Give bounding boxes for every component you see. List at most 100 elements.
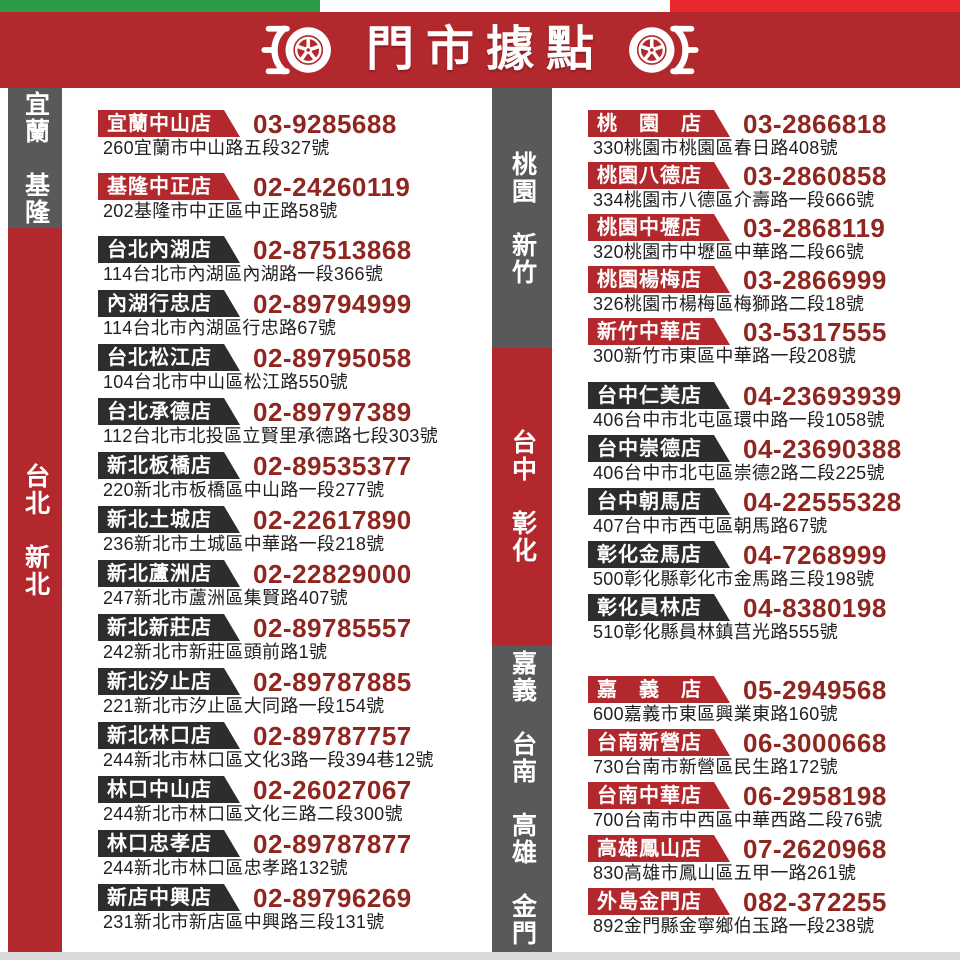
store-phone: 02-24260119 [253, 171, 411, 202]
store-phone: 07-2620968 [743, 833, 887, 864]
store-entry: 外島金門店 082-372255 892金門縣金寧鄉伯玉路一段238號 [588, 888, 960, 937]
store-entry: 台中朝馬店 04-22555328 407台中市西屯區朝馬路67號 [588, 488, 960, 537]
store-name-badge: 桃園中壢店 [588, 214, 730, 241]
store-entry: 林口中山店 02-26027067 244新北市林口區文化三路二段300號 [98, 776, 482, 825]
store-phone: 03-2866999 [743, 264, 887, 295]
store-entry: 桃園中壢店 03-2868119 320桃園市中壢區中華路二段66號 [588, 214, 960, 263]
tire-wheel-icon [629, 25, 699, 75]
store-address: 244新北市林口區文化3路一段394巷12號 [103, 750, 434, 770]
store-name-badge: 內湖行忠店 [98, 290, 240, 317]
store-phone: 04-8380198 [743, 592, 887, 623]
store-name-badge: 新北蘆洲店 [98, 560, 240, 587]
store-entry: 新北新莊店 02-89785557 242新北市新莊區頭前路1號 [98, 614, 482, 663]
store-name-badge: 新北板橋店 [98, 452, 240, 479]
store-phone: 04-7268999 [743, 539, 887, 570]
store-name-badge: 新北林口店 [98, 722, 240, 749]
store-entry-header: 林口中山店 02-26027067 [98, 776, 482, 803]
store-entry: 彰化金馬店 04-7268999 500彰化縣彰化市金馬路三段198號 [588, 541, 960, 590]
store-name-badge: 嘉 義 店 [588, 676, 730, 703]
store-entry: 台北承德店 02-89797389 112台北市北投區立賢里承德路七段303號 [98, 398, 482, 447]
store-entry: 內湖行忠店 02-89794999 114台北市內湖區行忠路67號 [98, 290, 482, 339]
store-entry: 台中崇德店 04-23690388 406台中市北屯區崇德2路二段225號 [588, 435, 960, 484]
store-phone: 03-5317555 [743, 316, 887, 347]
store-entry: 台中仁美店 04-23693939 406台中市北屯區環中路一段1058號 [588, 382, 960, 431]
store-entry-header: 桃園楊梅店 03-2866999 [588, 266, 960, 293]
page-title: 門市據點 [365, 23, 606, 76]
store-address: 330桃園市桃園區春日路408號 [593, 138, 838, 158]
store-address: 300新竹市東區中華路一段208號 [593, 346, 857, 366]
store-name-badge: 台中仁美店 [588, 382, 730, 409]
store-name-badge: 高雄鳳山店 [588, 835, 730, 862]
store-name-badge: 台中朝馬店 [588, 488, 730, 515]
store-address: 406台中市北屯區崇德2路二段225號 [593, 463, 885, 483]
store-phone: 06-3000668 [743, 727, 887, 758]
store-entry: 新北板橋店 02-89535377 220新北市板橋區中山路一段277號 [98, 452, 482, 501]
store-phone: 03-2868119 [743, 212, 886, 243]
left-region-bar: 宜蘭 基隆 台北 新北 [8, 88, 62, 952]
store-address: 600嘉義市東區興業東路160號 [593, 704, 838, 724]
store-entry: 新北汐止店 02-89787885 221新北市汐止區大同路一段154號 [98, 668, 482, 717]
store-phone: 02-89794999 [253, 288, 412, 319]
store-name-badge: 台北松江店 [98, 344, 240, 371]
store-entry-header: 彰化員林店 04-8380198 [588, 594, 960, 621]
store-name-badge: 桃園八德店 [588, 162, 730, 189]
region-label: 桃園 新竹 [508, 150, 537, 286]
store-entry-header: 新北板橋店 02-89535377 [98, 452, 482, 479]
store-entry: 台南新營店 06-3000668 730台南市新營區民生路172號 [588, 729, 960, 778]
header-banner: 門市據點 [0, 12, 960, 88]
store-entry-header: 台中朝馬店 04-22555328 [588, 488, 960, 515]
store-name-badge: 彰化金馬店 [588, 541, 730, 568]
store-address: 700台南市中西區中華西路二段76號 [593, 810, 883, 830]
store-entry-header: 新北林口店 02-89787757 [98, 722, 482, 749]
store-group-taoyuan-hsinchu: 桃 園 店 03-2866818 330桃園市桃園區春日路408號 桃園八德店 … [588, 110, 960, 367]
store-address: 830高雄市鳳山區五甲一路261號 [593, 863, 857, 883]
store-name-badge: 桃 園 店 [588, 110, 730, 137]
store-entry-header: 桃園八德店 03-2860858 [588, 162, 960, 189]
store-entry: 桃 園 店 03-2866818 330桃園市桃園區春日路408號 [588, 110, 960, 159]
store-group-yilan-keelung: 宜蘭中山店 03-9285688 260宜蘭市中山路五段327號 基隆中正店 0… [98, 110, 482, 222]
store-entry-header: 新竹中華店 03-5317555 [588, 318, 960, 345]
store-address: 112台北市北投區立賢里承德路七段303號 [103, 426, 439, 446]
store-entry: 桃園八德店 03-2860858 334桃園市八德區介壽路一段666號 [588, 162, 960, 211]
store-entry-header: 新北蘆洲店 02-22829000 [98, 560, 482, 587]
store-entry: 嘉 義 店 05-2949568 600嘉義市東區興業東路160號 [588, 676, 960, 725]
store-address: 242新北市新莊區頭前路1號 [103, 642, 328, 662]
store-entry-header: 宜蘭中山店 03-9285688 [98, 110, 482, 137]
footer-strip [0, 952, 960, 960]
region-label-segment: 台北 新北 [8, 228, 62, 952]
store-phone: 02-89796269 [253, 882, 412, 913]
store-name-badge: 台北內湖店 [98, 236, 240, 263]
italian-flag-stripe [0, 0, 960, 12]
store-entry: 台北內湖店 02-87513868 114台北市內湖區內湖路一段366號 [98, 236, 482, 285]
store-address: 236新北市土城區中華路一段218號 [103, 534, 385, 554]
store-entry-header: 外島金門店 082-372255 [588, 888, 960, 915]
store-address: 407台中市西屯區朝馬路67號 [593, 516, 828, 536]
region-label: 台北 新北 [21, 462, 50, 598]
store-entry: 林口忠孝店 02-89787877 244新北市林口區忠孝路132號 [98, 830, 482, 879]
store-entry-header: 嘉 義 店 05-2949568 [588, 676, 960, 703]
store-phone: 02-89535377 [253, 450, 412, 481]
region-label-segment: 嘉義 台南 高雄 金門 [492, 645, 552, 952]
store-entry-header: 新北土城店 02-22617890 [98, 506, 482, 533]
store-address: 320桃園市中壢區中華路二段66號 [593, 242, 865, 262]
store-phone: 02-89787757 [253, 720, 412, 751]
store-phone: 03-2860858 [743, 160, 887, 191]
store-entry: 彰化員林店 04-8380198 510彰化縣員林鎮莒光路555號 [588, 594, 960, 643]
store-entry: 新北土城店 02-22617890 236新北市土城區中華路一段218號 [98, 506, 482, 555]
store-name-badge: 台中崇德店 [588, 435, 730, 462]
store-name-badge: 基隆中正店 [98, 173, 240, 200]
store-entry-header: 台中崇德店 04-23690388 [588, 435, 960, 462]
store-address: 244新北市林口區忠孝路132號 [103, 858, 348, 878]
store-phone: 03-2866818 [743, 108, 887, 139]
store-entry-header: 台南新營店 06-3000668 [588, 729, 960, 756]
store-phone: 02-89795058 [253, 342, 412, 373]
store-address: 500彰化縣彰化市金馬路三段198號 [593, 569, 875, 589]
store-entry: 新北蘆洲店 02-22829000 247新北市蘆洲區集賢路407號 [98, 560, 482, 609]
store-name-badge: 新店中興店 [98, 884, 240, 911]
middle-region-bar: 桃園 新竹 台中 彰化 嘉義 台南 高雄 金門 [492, 88, 552, 952]
store-entry-header: 高雄鳳山店 07-2620968 [588, 835, 960, 862]
store-group-taipei-new-taipei: 台北內湖店 02-87513868 114台北市內湖區內湖路一段366號 內湖行… [98, 236, 482, 933]
store-phone: 05-2949568 [743, 674, 887, 705]
right-store-column: 桃 園 店 03-2866818 330桃園市桃園區春日路408號 桃園八德店 … [588, 110, 960, 941]
store-list-content: 宜蘭 基隆 台北 新北 宜蘭中山店 03-9285688 260宜蘭市中山路五段… [0, 88, 960, 952]
